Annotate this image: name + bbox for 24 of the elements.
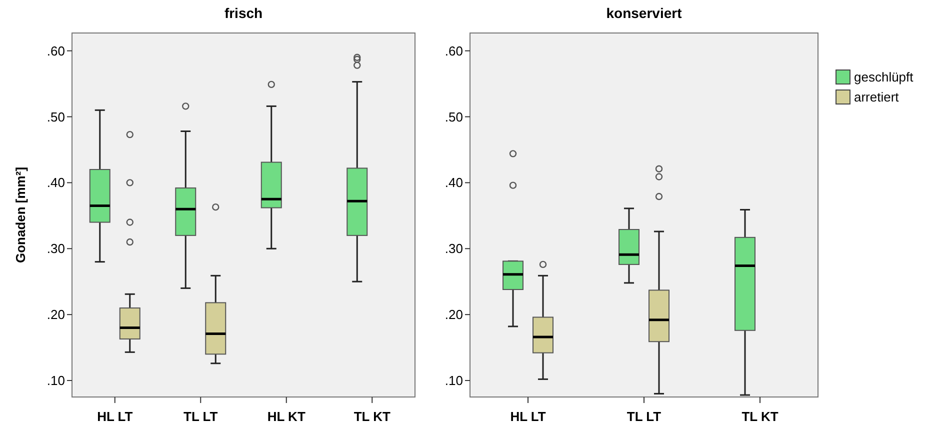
x-tick-label: TL LT [626,409,662,424]
y-tick-label: .20 [444,307,463,322]
chart-title: konserviert [606,5,682,21]
y-tick-label: .60 [46,43,65,58]
x-tick-label: TL LT [184,409,218,424]
x-tick-label: TL KT [742,409,778,424]
y-tick-label: .50 [444,109,463,124]
chart-title: frisch [224,5,263,21]
legend-label: arretiert [854,90,900,105]
y-tick-label: .10 [444,373,463,388]
y-axis-title: Gonaden [mm²] [13,166,28,264]
y-tick-label: .40 [444,175,463,190]
y-tick-label: .30 [46,241,65,256]
x-tick-label: HL KT [267,409,306,424]
x-tick-label: TL KT [354,409,390,424]
y-tick-label: .40 [46,175,65,190]
y-tick-label: .10 [46,373,65,388]
legend-label: geschlüpft [854,70,914,85]
y-tick-label: .20 [46,307,65,322]
y-tick-label: .50 [46,109,65,124]
y-tick-label: .60 [444,43,463,58]
x-tick-label: HL LT [510,409,546,424]
y-tick-label: .30 [444,241,463,256]
x-tick-label: HL LT [97,409,133,424]
